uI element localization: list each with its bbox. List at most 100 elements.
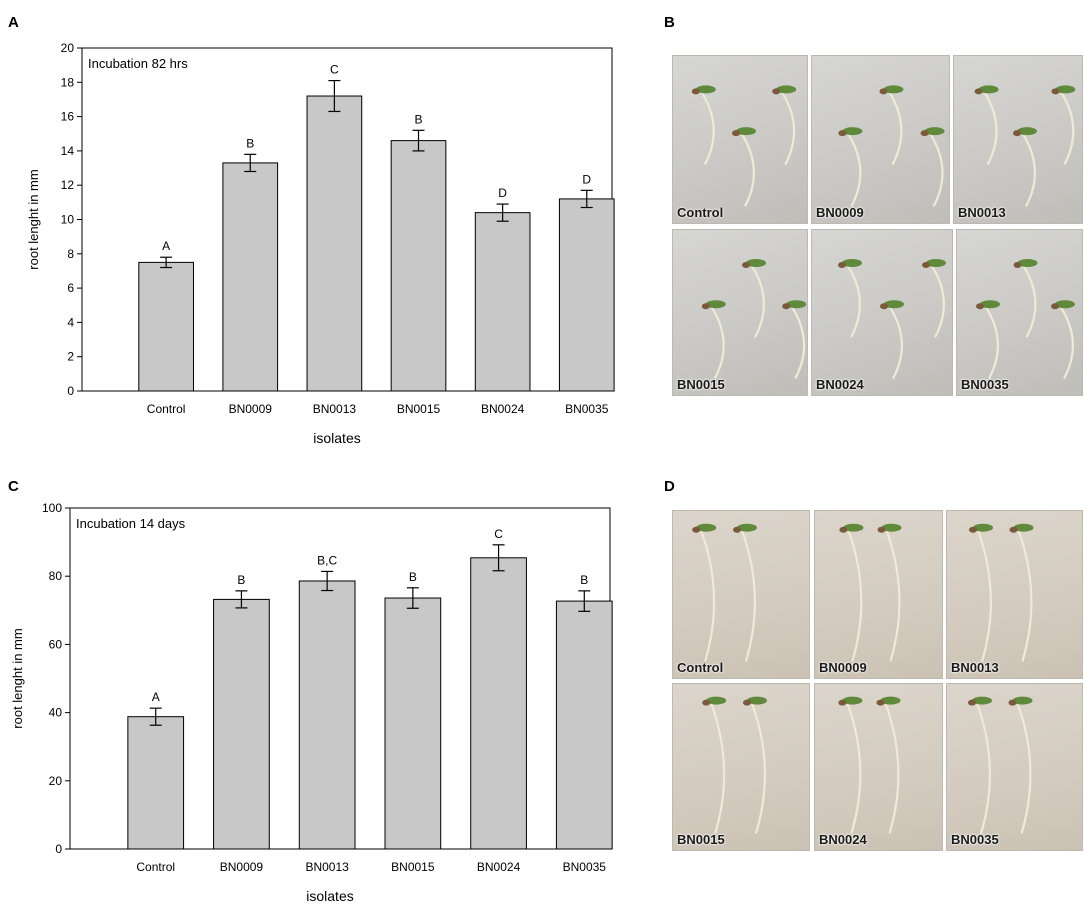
seedling-photo-bn0015: BN0015 [672,683,810,851]
x-tick-label: Control [136,860,175,874]
y-tick-label: 12 [61,178,75,192]
panel-letter-b: B [664,14,675,31]
significance-letter: A [162,239,170,253]
seedling-illustration [838,85,945,207]
seedling-photo-bn0015: BN0015 [672,229,808,396]
seedling-illustration [701,259,807,380]
y-axis-label: root lenght in mm [26,169,41,269]
x-tick-label: BN0009 [229,402,273,416]
bar-bn0024 [474,212,531,392]
x-tick-label: Control [147,402,186,416]
y-tick-label: 40 [49,706,63,720]
significance-letter: B [415,112,423,126]
y-tick-label: 10 [61,213,75,227]
significance-letter: D [582,172,591,186]
significance-letter: B [580,573,588,587]
chart-a: 0 2 4 6 8 10 12 14 16 18 20 A Control B BN0009 C BN0013 B… [26,41,615,446]
y-tick-label: 60 [49,637,63,651]
photo-label: Control [677,205,724,220]
photo-label: BN0009 [819,660,867,675]
y-tick-label: 100 [42,501,62,515]
y-tick-label: 20 [61,41,75,55]
panel-letter-a: A [8,14,19,31]
panel-letter-c: C [8,478,19,495]
y-axis-label: root lenght in mm [10,628,25,728]
y-tick-label: 0 [67,384,74,398]
x-tick-label: BN0009 [220,860,264,874]
x-axis-label: isolates [313,430,360,446]
x-tick-label: BN0015 [397,402,441,416]
y-tick-label: 2 [67,350,74,364]
bar-bn0015 [384,597,442,850]
seedling-illustration [838,696,901,834]
seedling-illustration [692,523,757,662]
significance-letter: B [246,136,254,150]
bar-bn0035 [558,198,615,392]
photo-label: BN0024 [816,377,864,392]
significance-letter: B [409,570,417,584]
y-tick-label: 18 [61,75,75,89]
y-tick-label: 80 [49,569,63,583]
bar-bn0035 [555,600,613,850]
photo-label: BN0013 [951,660,999,675]
seedling-photo-bn0009: BN0009 [814,510,943,679]
y-tick-label: 6 [67,281,74,295]
x-tick-label: BN0013 [313,402,357,416]
photo-label: BN0015 [677,832,725,847]
y-tick-label: 20 [49,774,63,788]
incubation-annotation: Incubation 82 hrs [88,56,188,71]
photo-label: BN0024 [819,832,867,847]
photo-label: BN0035 [961,377,1009,392]
seedling-photo-bn0013: BN0013 [953,55,1083,224]
significance-letter: D [498,186,507,200]
bar-bn0024 [470,557,527,850]
seedling-illustration [974,85,1076,207]
x-tick-label: BN0035 [563,860,607,874]
bar-bn0009 [222,162,279,392]
seedling-photo-bn0035: BN0035 [956,229,1083,396]
x-tick-label: BN0013 [305,860,349,874]
photo-label: Control [677,660,724,675]
bar-control [138,261,194,392]
seedling-photo-bn0024: BN0024 [811,229,953,396]
bar-bn0013 [298,580,356,850]
chart-c: 0 20 40 60 80 100 A Control B BN0009 B,C BN0013 B BN0… [10,501,613,904]
seedling-illustration [968,696,1033,834]
seedling-photo-control: Control [672,55,808,224]
x-tick-label: BN0035 [565,402,609,416]
seedling-photo-bn0035: BN0035 [946,683,1083,851]
x-tick-label: BN0024 [481,402,525,416]
y-tick-label: 16 [61,110,75,124]
y-tick-label: 4 [67,315,74,329]
significance-letter: C [494,527,503,541]
bar-bn0009 [213,598,270,850]
panel-letter-d: D [664,478,675,495]
significance-letter: B [237,573,245,587]
seedling-illustration [702,696,767,834]
x-tick-label: BN0024 [477,860,521,874]
incubation-annotation: Incubation 14 days [76,516,186,531]
y-tick-label: 8 [67,247,74,261]
seedling-photo-bn0009: BN0009 [811,55,950,224]
photo-label: BN0015 [677,377,725,392]
seedling-illustration [838,259,946,380]
seedling-photo-bn0024: BN0024 [814,683,943,851]
photo-label: BN0035 [951,832,999,847]
seedling-illustration [976,259,1075,380]
bar-control [127,716,185,850]
photo-label: BN0009 [816,205,864,220]
y-tick-label: 0 [55,842,62,856]
seedling-photo-bn0013: BN0013 [946,510,1083,679]
bar-bn0015 [390,140,447,392]
seedling-illustration [691,85,797,207]
bar-bn0013 [306,95,363,392]
significance-letter: B,C [317,553,337,567]
photo-label: BN0013 [958,205,1006,220]
significance-letter: A [152,690,160,704]
x-axis-label: isolates [306,888,353,904]
x-tick-label: BN0015 [391,860,435,874]
y-tick-label: 14 [61,144,75,158]
seedling-illustration [839,523,902,662]
seedling-photo-control: Control [672,510,810,679]
significance-letter: C [330,63,339,77]
